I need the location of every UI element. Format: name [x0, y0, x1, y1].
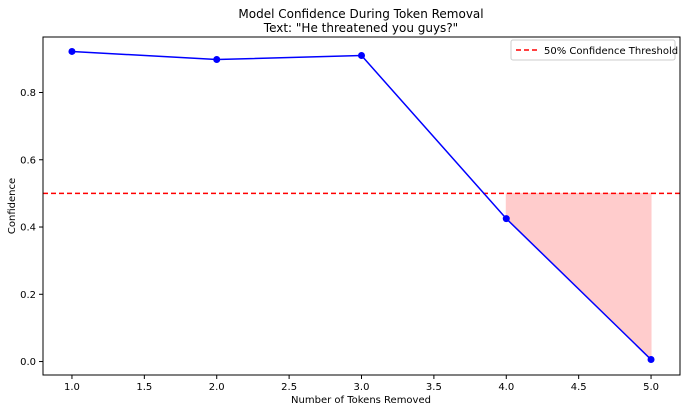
data-point	[213, 56, 221, 64]
plot-area: 1.0 1.5 2.0 2.5 3.0 3.5 4.0 4.5 5.0 0.0 0.2 0.4 0.6 0…	[20, 36, 681, 393]
chart-title: Model Confidence During Token Removal	[238, 7, 483, 21]
chart-subtitle: Text: "He threatened you guys?"	[263, 21, 458, 35]
x-tick-label: 3.5	[426, 382, 442, 393]
y-tick-label: 0.8	[20, 88, 36, 99]
x-axis-label: Number of Tokens Removed	[291, 395, 431, 406]
x-tick-label: 4.5	[571, 382, 587, 393]
x-tick-label: 1.5	[136, 382, 152, 393]
x-tick-label: 2.0	[209, 382, 225, 393]
legend-box	[510, 39, 676, 61]
x-tick-label: 1.0	[64, 382, 80, 393]
y-tick-label: 0.4	[20, 223, 36, 234]
y-tick-label: 0.0	[20, 357, 36, 368]
legend: 50% Confidence Threshold	[510, 39, 678, 61]
x-tick-label: 2.5	[281, 382, 297, 393]
x-tick-label: 4.0	[498, 382, 514, 393]
x-tick-label: 5.0	[643, 382, 659, 393]
data-point	[358, 51, 365, 59]
legend-threshold-label: 50% Confidence Threshold	[544, 46, 678, 57]
y-tick-label: 0.6	[20, 155, 36, 166]
data-point	[502, 215, 510, 223]
data-point	[68, 47, 76, 55]
data-point	[647, 356, 655, 364]
y-axis-label: Confidence	[7, 178, 18, 234]
x-tick-label: 3.0	[354, 382, 370, 393]
y-tick-label: 0.2	[20, 290, 36, 301]
